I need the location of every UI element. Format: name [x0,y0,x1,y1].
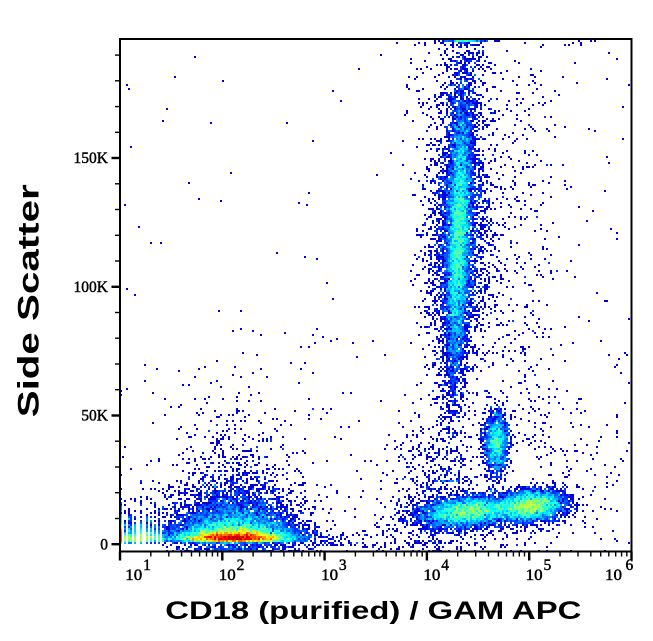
svg-text:100K: 100K [74,279,109,296]
svg-text:2: 2 [237,557,245,574]
svg-text:1: 1 [143,557,151,574]
svg-text:3: 3 [339,557,347,574]
svg-text:Side Scatter: Side Scatter [13,184,46,417]
svg-text:0: 0 [100,536,108,553]
svg-text:10: 10 [125,567,142,584]
svg-text:150K: 150K [74,150,109,167]
svg-text:10: 10 [321,567,338,584]
svg-text:10: 10 [526,567,543,584]
svg-text:CD18 (purified) / GAM APC: CD18 (purified) / GAM APC [165,597,581,625]
svg-text:6: 6 [626,557,634,574]
svg-text:10: 10 [423,567,440,584]
svg-text:50K: 50K [81,408,109,425]
svg-text:10: 10 [605,567,622,584]
svg-text:4: 4 [441,557,449,574]
svg-text:5: 5 [544,557,552,574]
svg-text:10: 10 [219,567,236,584]
